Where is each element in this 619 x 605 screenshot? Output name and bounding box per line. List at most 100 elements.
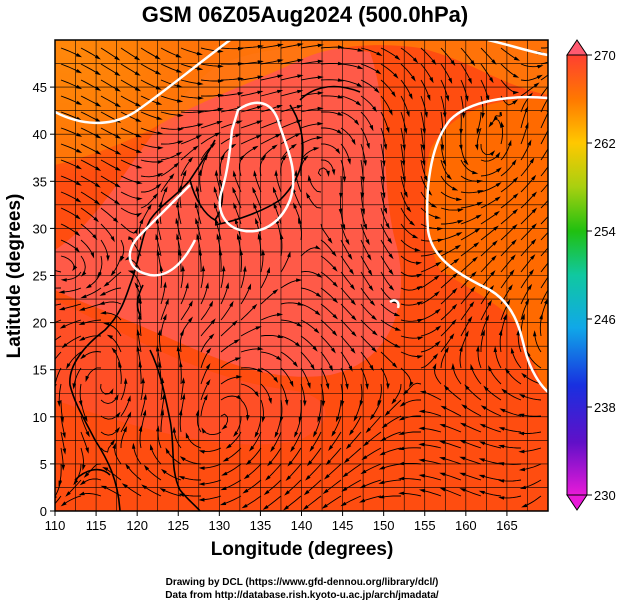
- streamline: [240, 305, 256, 321]
- streamline-arrowhead: [128, 236, 135, 240]
- streamline: [100, 47, 119, 60]
- streamline-arrowhead: [452, 186, 459, 191]
- streamline: [80, 415, 89, 435]
- streamline-arrowhead: [210, 318, 216, 325]
- streamline-arrowhead: [214, 169, 219, 176]
- streamline-arrowhead: [179, 329, 185, 336]
- streamline-arrowhead: [252, 186, 257, 193]
- streamline: [180, 135, 200, 145]
- streamline-arrowhead: [548, 140, 553, 146]
- streamline: [67, 479, 82, 496]
- streamline-arrowhead: [471, 271, 477, 277]
- streamline-arrowhead: [246, 415, 250, 422]
- streamline-arrowhead: [512, 193, 519, 199]
- streamline: [380, 207, 389, 227]
- streamline-arrowhead: [136, 197, 143, 201]
- colorbar-bottom-arrow: [566, 494, 588, 511]
- streamline: [460, 175, 480, 182]
- streamline-arrowhead: [79, 307, 86, 311]
- x-tick-label: 110: [45, 518, 66, 533]
- streamline-arrowhead: [236, 120, 243, 125]
- streamline-arrowhead: [255, 217, 259, 225]
- streamline-arrowhead: [208, 333, 215, 340]
- y-tick-label: 20: [33, 316, 47, 331]
- streamline: [500, 124, 503, 145]
- streamline: [58, 383, 62, 404]
- streamline: [340, 383, 343, 404]
- streamline-arrowhead: [524, 298, 530, 305]
- streamline: [481, 475, 502, 481]
- streamline: [363, 447, 382, 459]
- streamline-arrowhead: [406, 111, 410, 118]
- streamline-arrowhead: [485, 314, 490, 321]
- streamline-arrowhead: [382, 160, 386, 167]
- streamline: [360, 95, 376, 111]
- streamline: [80, 175, 99, 187]
- streamline: [360, 47, 380, 56]
- streamline-arrowhead: [225, 443, 232, 449]
- streamline-arrowhead: [488, 121, 494, 128]
- streamline-arrowhead: [388, 269, 394, 276]
- streamline: [220, 285, 229, 305]
- streamline-arrowhead: [66, 363, 71, 370]
- streamline-arrowhead: [345, 443, 352, 450]
- streamline-arrowhead: [65, 491, 71, 497]
- streamline: [260, 44, 281, 49]
- streamline-arrowhead: [75, 181, 82, 186]
- x-tick-label: 145: [332, 518, 354, 533]
- streamline: [360, 287, 374, 305]
- streamline-arrowhead: [478, 490, 485, 495]
- streamline-arrowhead: [277, 89, 284, 94]
- streamline-arrowhead: [257, 90, 264, 95]
- streamline: [360, 223, 369, 243]
- streamline: [506, 370, 522, 385]
- streamline: [120, 397, 131, 417]
- streamline-arrowhead: [406, 206, 412, 213]
- streamline-arrowhead: [136, 165, 143, 169]
- streamline: [420, 262, 440, 273]
- streamline: [55, 303, 62, 306]
- streamline: [139, 300, 142, 321]
- streamline-arrowhead: [78, 491, 85, 496]
- streamline: [481, 491, 502, 497]
- streamline-arrowhead: [498, 329, 503, 336]
- streamline-arrowhead: [60, 278, 67, 282]
- streamline: [440, 207, 461, 211]
- streamline-arrowhead: [394, 343, 401, 348]
- streamline: [420, 95, 428, 116]
- streamline-arrowhead: [533, 82, 540, 88]
- map-title: GSM 06Z05Aug2024 (500.0hPa): [142, 2, 468, 27]
- streamline-arrowhead: [111, 347, 117, 354]
- streamline-arrowhead: [236, 233, 241, 240]
- streamline: [120, 127, 140, 137]
- streamline-arrowhead: [417, 355, 424, 359]
- streamline: [347, 431, 362, 448]
- streamline: [520, 240, 535, 257]
- streamline-arrowhead: [219, 501, 227, 506]
- streamline-arrowhead: [177, 113, 184, 118]
- streamline-arrowhead: [467, 316, 473, 322]
- streamline-arrowhead: [478, 474, 485, 479]
- streamline-arrowhead: [508, 284, 513, 291]
- streamline: [460, 190, 481, 194]
- streamline-arrowhead: [251, 303, 258, 310]
- streamline-arrowhead: [72, 383, 76, 390]
- streamline: [305, 479, 322, 494]
- streamline: [481, 458, 502, 465]
- streamline: [340, 239, 352, 258]
- streamline: [420, 47, 435, 63]
- streamline: [511, 350, 522, 369]
- streamline-arrowhead: [114, 394, 119, 401]
- streamline-arrowhead: [360, 469, 367, 475]
- streamline-arrowhead: [85, 431, 90, 438]
- streamline: [200, 320, 215, 337]
- streamline: [420, 342, 439, 353]
- streamline-arrowhead: [317, 121, 324, 126]
- streamline: [367, 415, 382, 432]
- streamline-arrowhead: [317, 106, 324, 111]
- streamline-arrowhead: [279, 233, 284, 240]
- streamline-arrowhead: [439, 472, 446, 477]
- streamline-arrowhead: [512, 176, 519, 183]
- streamline-arrowhead: [513, 56, 520, 61]
- streamline-arrowhead: [76, 148, 83, 153]
